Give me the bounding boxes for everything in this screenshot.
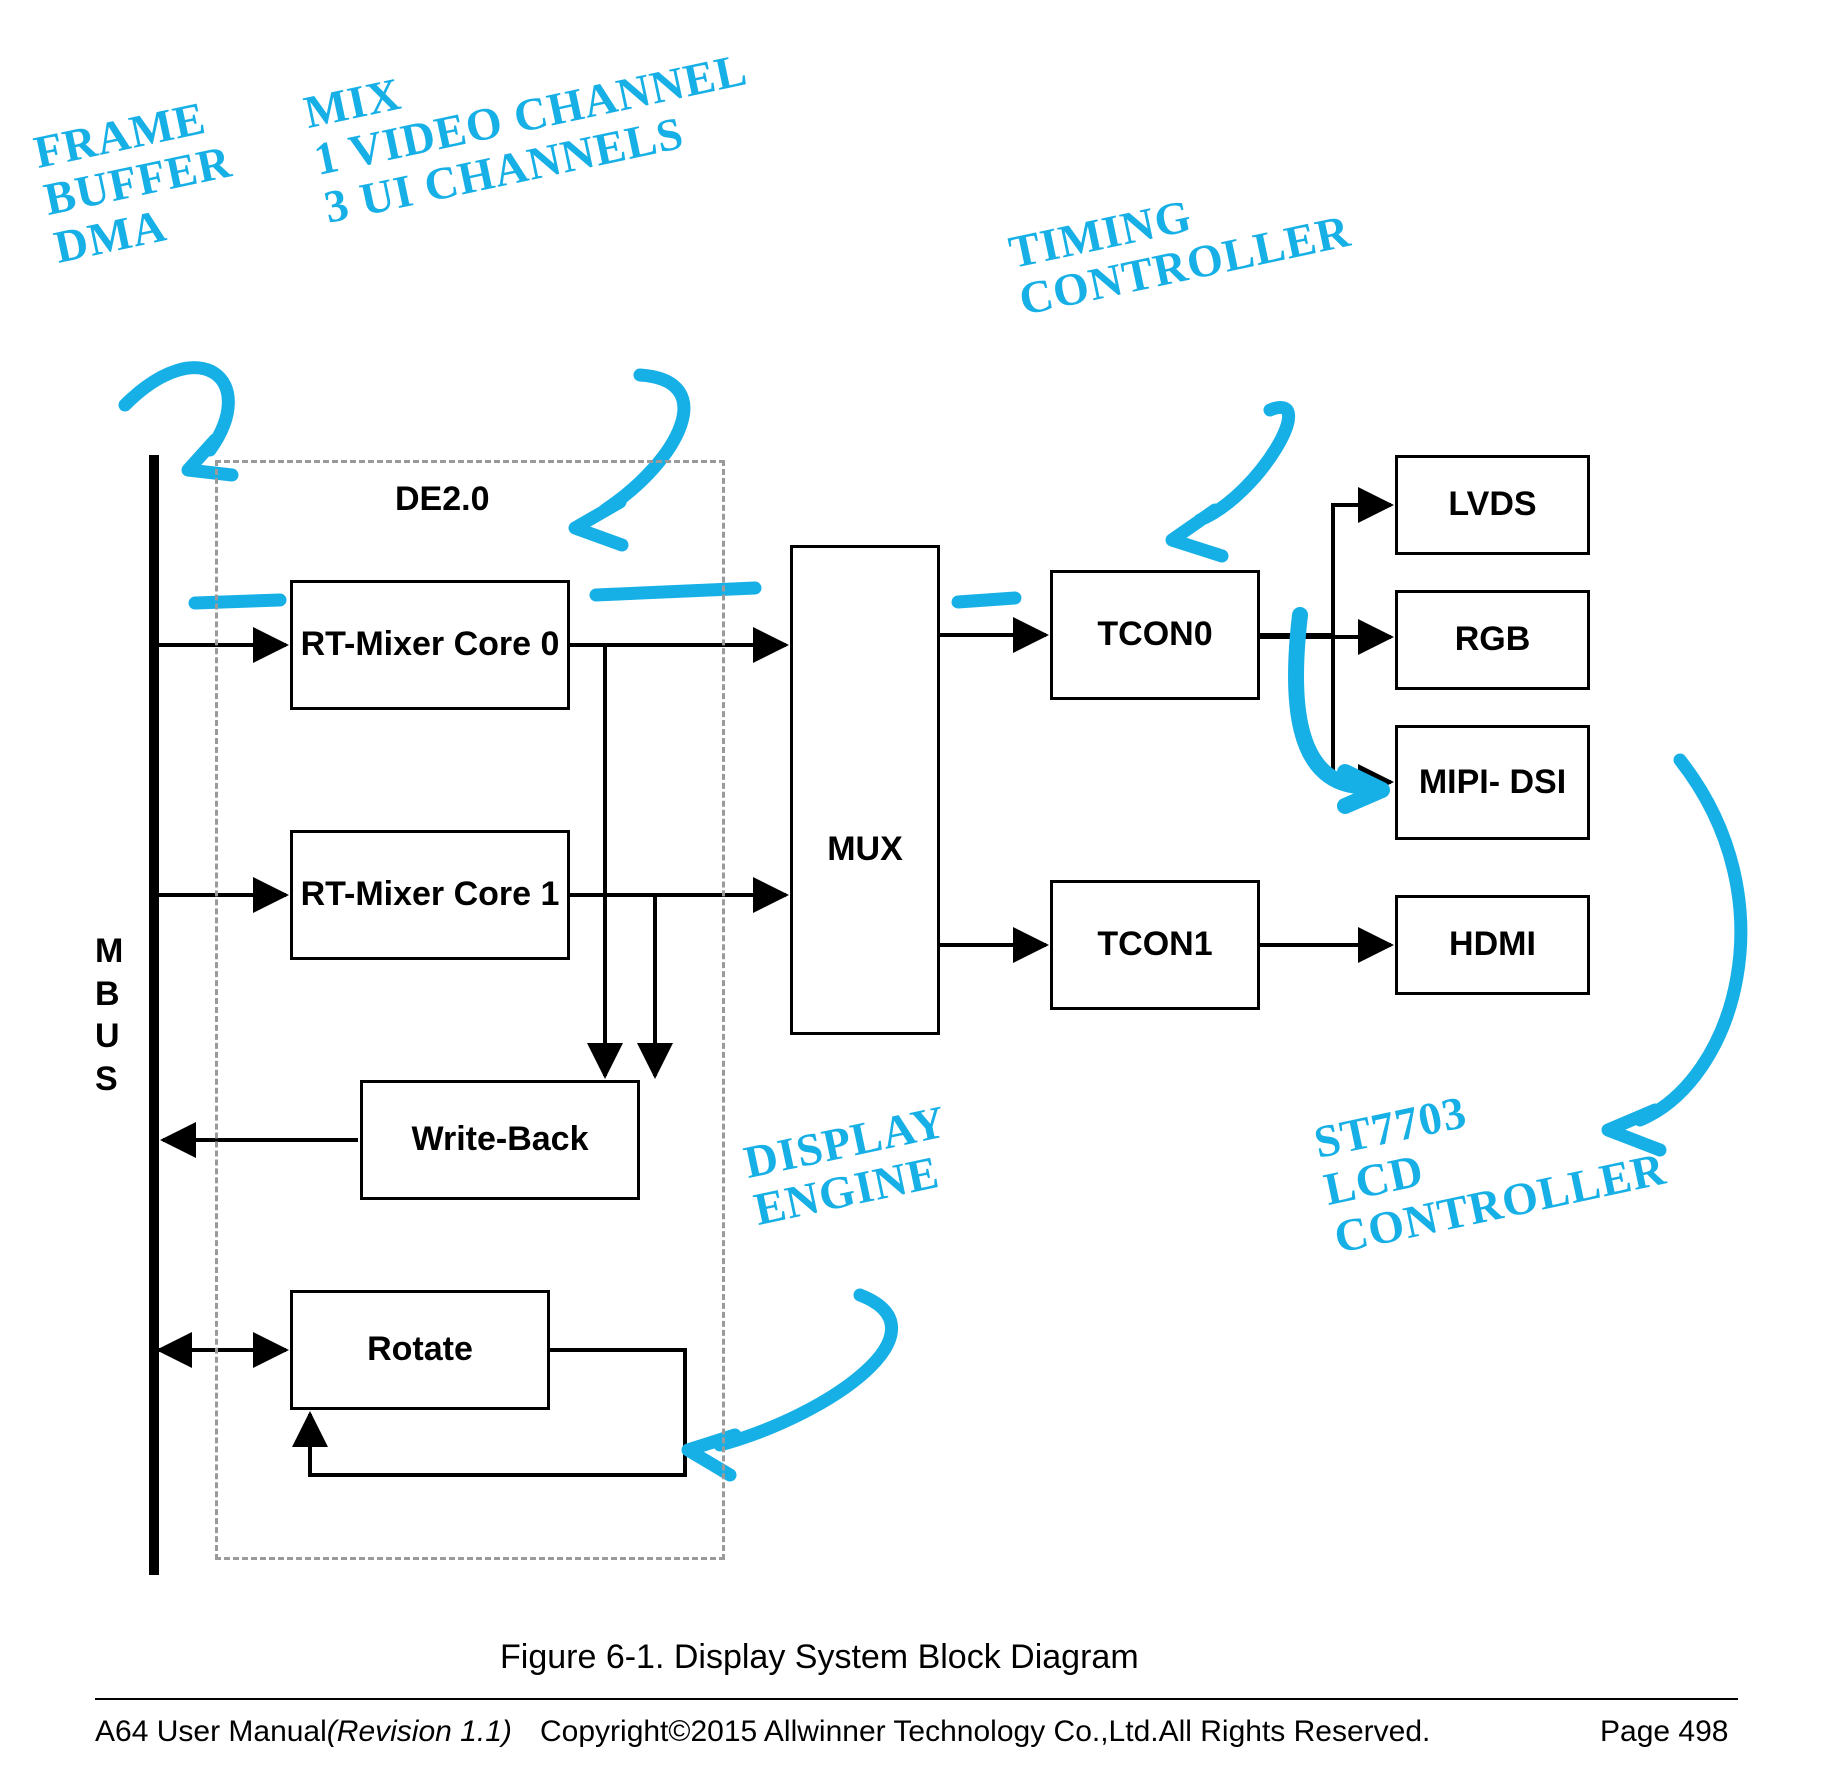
block-label: TCON1 bbox=[1097, 925, 1212, 964]
footer-left: A64 User Manual(Revision 1.1) bbox=[95, 1715, 512, 1749]
block-label: MIPI- DSI bbox=[1419, 763, 1566, 802]
diagram-canvas: M B U S DE2.0 RT-Mixer Core 0 RT-Mixer C… bbox=[0, 0, 1833, 1790]
block-label: RT-Mixer Core 1 bbox=[301, 875, 560, 914]
mbus-label: M B U S bbox=[95, 930, 123, 1100]
block-rt-mixer-core-1: RT-Mixer Core 1 bbox=[290, 830, 570, 960]
block-label: RT-Mixer Core 0 bbox=[301, 625, 560, 664]
block-rgb: RGB bbox=[1395, 590, 1590, 690]
manual-title: A64 User Manual bbox=[95, 1715, 327, 1748]
block-rotate: Rotate bbox=[290, 1290, 550, 1410]
block-label: TCON0 bbox=[1097, 615, 1212, 654]
footer-page: Page 498 bbox=[1600, 1715, 1728, 1749]
hand-note: FRAME BUFFER DMA bbox=[30, 90, 246, 271]
block-label: Write-Back bbox=[412, 1120, 589, 1159]
hand-note: MIX 1 VIDEO CHANNEL 3 UI CHANNELS bbox=[300, 0, 761, 232]
block-label: RGB bbox=[1455, 620, 1531, 659]
block-mux: MUX bbox=[790, 545, 940, 1035]
block-label: HDMI bbox=[1449, 925, 1536, 964]
block-label: LVDS bbox=[1448, 485, 1536, 524]
block-lvds: LVDS bbox=[1395, 455, 1590, 555]
block-write-back: Write-Back bbox=[360, 1080, 640, 1200]
mbus-bar bbox=[149, 455, 159, 1575]
manual-revision: (Revision 1.1) bbox=[327, 1715, 512, 1748]
block-label: Rotate bbox=[367, 1330, 473, 1369]
block-hdmi: HDMI bbox=[1395, 895, 1590, 995]
block-mipi-dsi: MIPI- DSI bbox=[1395, 725, 1590, 840]
figure-caption: Figure 6-1. Display System Block Diagram bbox=[500, 1638, 1139, 1677]
block-tcon0: TCON0 bbox=[1050, 570, 1260, 700]
de2-title: DE2.0 bbox=[395, 480, 490, 519]
hand-note: ST7703 LCD CONTROLLER bbox=[1310, 1050, 1670, 1262]
footer-copyright: Copyright©2015 Allwinner Technology Co.,… bbox=[540, 1715, 1430, 1749]
hand-note: DISPLAY ENGINE bbox=[740, 1097, 960, 1234]
block-tcon1: TCON1 bbox=[1050, 880, 1260, 1010]
block-label: MUX bbox=[827, 830, 903, 869]
hand-note: TIMING CONTROLLER bbox=[1005, 160, 1355, 325]
footer-rule bbox=[95, 1698, 1738, 1700]
block-rt-mixer-core-0: RT-Mixer Core 0 bbox=[290, 580, 570, 710]
